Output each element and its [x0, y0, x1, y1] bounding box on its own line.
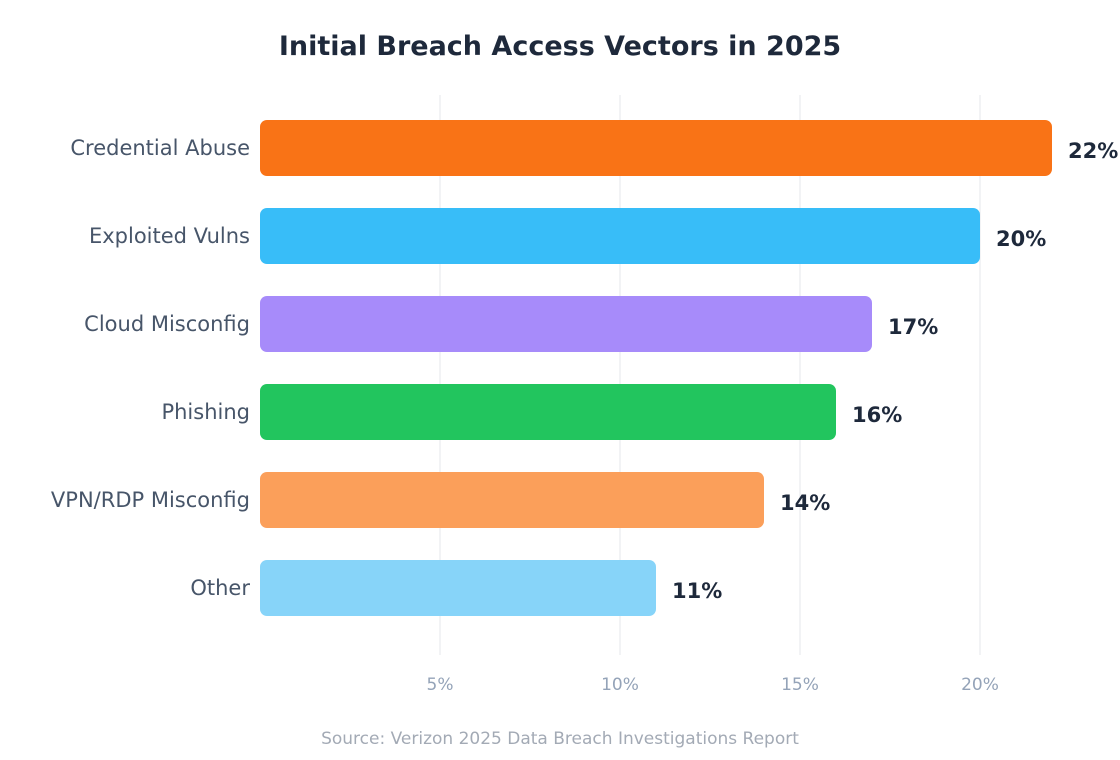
x-tick-label: 10% — [601, 675, 639, 695]
category-label: VPN/RDP Misconfig — [51, 488, 250, 512]
bar-layer — [260, 120, 1052, 616]
bar — [260, 296, 872, 352]
x-tick-label: 20% — [961, 675, 999, 695]
x-tick-label: 5% — [427, 675, 454, 695]
value-label: 11% — [672, 579, 722, 603]
category-label: Other — [190, 576, 250, 600]
bar — [260, 384, 836, 440]
value-label: 20% — [996, 227, 1046, 251]
category-label: Credential Abuse — [70, 136, 250, 160]
value-label: 16% — [852, 403, 902, 427]
label-layer: Credential Abuse 22% Exploited Vulns 20% Clo… — [51, 136, 1118, 603]
value-label: 14% — [780, 491, 830, 515]
bar — [260, 208, 980, 264]
value-label: 17% — [888, 315, 938, 339]
x-tick-label: 15% — [781, 675, 819, 695]
category-label: Phishing — [161, 400, 250, 424]
category-label: Cloud Misconfig — [84, 312, 250, 336]
value-label: 22% — [1068, 139, 1118, 163]
source-note: Source: Verizon 2025 Data Breach Investi… — [321, 729, 799, 749]
category-label: Exploited Vulns — [89, 224, 250, 248]
bar — [260, 472, 764, 528]
bar — [260, 120, 1052, 176]
chart-title: Initial Breach Access Vectors in 2025 — [279, 31, 841, 62]
x-axis: 5% 10% 15% 20% — [427, 675, 999, 695]
bar — [260, 560, 656, 616]
